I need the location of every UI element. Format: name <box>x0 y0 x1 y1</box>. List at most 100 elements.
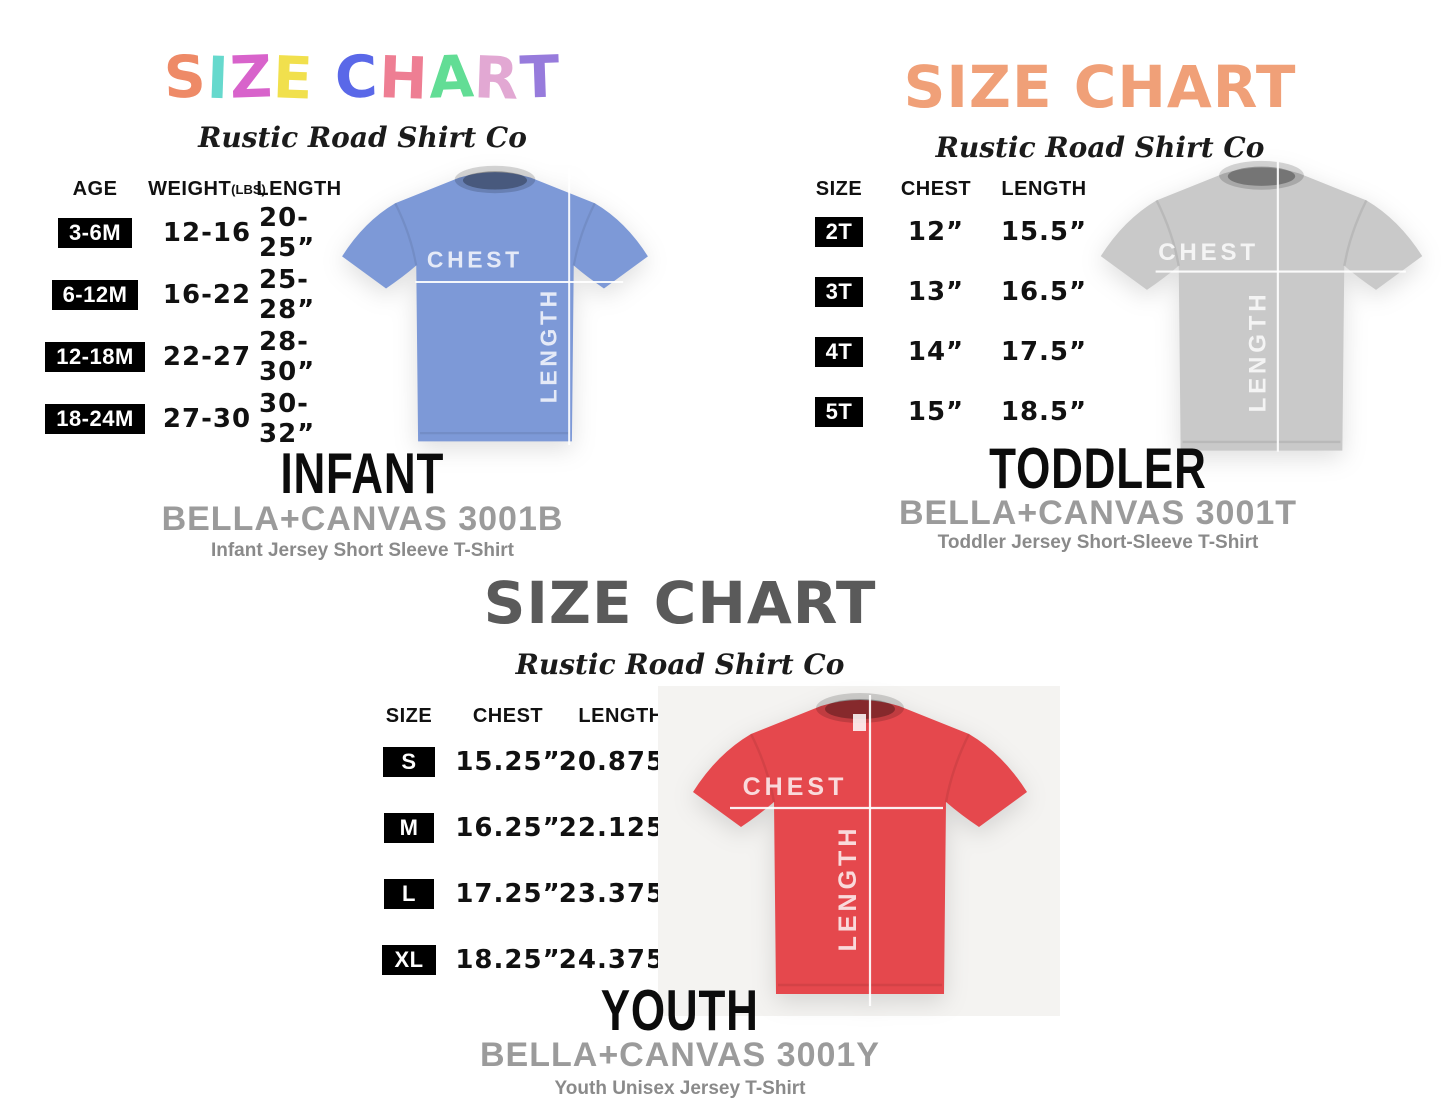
title-letter: H <box>377 43 430 113</box>
column-header-age: AGE <box>72 177 118 200</box>
table-cell: 12-16 <box>162 218 252 248</box>
table-cell: 17.5” <box>1000 337 1088 367</box>
title-letter: R <box>473 43 522 113</box>
title-letter: Z <box>228 42 274 112</box>
tshirt-collar-opening <box>462 171 528 190</box>
size-badge: S <box>383 746 435 778</box>
table-cell: 16-22 <box>162 280 252 310</box>
column-header-length: LENGTH <box>1001 177 1087 200</box>
tshirt-collar-opening <box>1227 166 1296 186</box>
table-cell: 27-30 <box>162 404 252 434</box>
table-cell: 18.5” <box>1000 397 1088 427</box>
title-letter: E <box>271 43 315 113</box>
table-cell: XL <box>360 927 458 993</box>
size-badge: 6-12M <box>51 279 139 311</box>
table-cell: 4T <box>780 322 898 382</box>
table-cell: 18.25” <box>455 945 561 975</box>
youth-description: Youth Unisex Jersey T-Shirt <box>554 1078 806 1099</box>
size-badge: L <box>384 878 434 910</box>
toddler-tshirt-graphic: CHEST LENGTH <box>1100 160 1423 452</box>
size-badge: 2T <box>814 216 864 248</box>
youth-heading-text: YOUTH <box>601 977 759 1043</box>
toddler-model-number: BELLA+CANVAS 3001T <box>898 494 1298 532</box>
youth-tshirt-graphic: CHEST LENGTH <box>693 693 1027 1006</box>
title-letter: S <box>163 42 209 112</box>
infant-size-table: AGE WEIGHT (LBS) LENGTH 3-6M 12-16 20-25”… <box>35 176 342 450</box>
toddler-title-text: SIZE CHART <box>903 53 1297 121</box>
table-cell: 16.5” <box>1000 277 1088 307</box>
title-letter: I <box>205 43 231 113</box>
column-header-size: SIZE <box>385 704 433 727</box>
weight-unit-label: (LBS) <box>231 181 266 197</box>
toddler-heading-text: TODDLER <box>989 435 1207 501</box>
table-cell: 30-32” <box>259 389 316 449</box>
youth-size-chart-title: SIZE CHART <box>430 569 930 637</box>
table-cell: 12-18M <box>35 326 155 388</box>
table-cell: 3-6M <box>35 202 155 264</box>
length-label: LENGTH <box>1244 290 1271 412</box>
table-cell: 6-12M <box>35 264 155 326</box>
table-cell: 12” <box>907 217 965 247</box>
infant-heading-text: INFANT <box>280 440 445 506</box>
table-cell: 13” <box>907 277 965 307</box>
tshirt-collar <box>816 693 904 723</box>
table-cell: 3T <box>780 262 898 322</box>
size-badge: 4T <box>814 336 864 368</box>
youth-title-text: SIZE CHART <box>483 569 877 637</box>
tshirt-collar <box>1219 160 1304 190</box>
chest-label: CHEST <box>427 246 523 272</box>
size-badge: 18-24M <box>45 403 145 435</box>
column-header-length: LENGTH <box>578 704 664 727</box>
table-cell: 2T <box>780 202 898 262</box>
table-cell: L <box>360 861 458 927</box>
infant-tshirt-graphic: CHEST LENGTH <box>342 165 648 446</box>
table-cell: 16.25” <box>455 813 561 843</box>
table-cell: 25-28” <box>259 265 316 325</box>
table-cell: 15.25” <box>455 747 561 777</box>
youth-size-table: SIZE CHEST LENGTH S 15.25” 20.875” M 16.… <box>360 703 684 993</box>
column-header-chest: CHEST <box>472 704 544 727</box>
size-badge: 12-18M <box>45 341 145 373</box>
toddler-size-table: SIZE CHEST LENGTH 2T 12” 15.5” 3T 13” 16… <box>780 176 1114 442</box>
title-word-chart: CHART <box>334 42 562 113</box>
column-header-length: LENGTH <box>256 177 342 200</box>
length-label: LENGTH <box>535 287 561 403</box>
header-weight-text: WEIGHT <box>148 177 232 200</box>
length-label: LENGTH <box>834 825 862 952</box>
tshirt-collar <box>454 165 536 194</box>
youth-brand-subtitle: Rustic Road Shirt Co <box>515 648 845 681</box>
tshirt-seams <box>749 733 971 987</box>
infant-model-number: BELLA+CANVAS 3001B <box>161 500 564 538</box>
size-badge: 3T <box>814 276 864 308</box>
column-header-chest: CHEST <box>900 177 972 200</box>
column-header-size: SIZE <box>815 177 863 200</box>
chest-label: CHEST <box>743 773 848 801</box>
toddler-size-chart-title: SIZE CHART <box>850 53 1350 121</box>
infant-description: Infant Jersey Short Sleeve T-Shirt <box>210 540 515 561</box>
youth-heading: YOUTH <box>430 977 930 1043</box>
toddler-brand-subtitle: Rustic Road Shirt Co <box>935 131 1265 164</box>
youth-model-number: BELLA+CANVAS 3001Y <box>480 1036 880 1074</box>
table-cell: 17.25” <box>455 879 561 909</box>
tshirt-care-label <box>853 714 866 731</box>
tshirt-body <box>1100 167 1423 451</box>
toddler-description: Toddler Jersey Short-Sleeve T-Shirt <box>937 532 1259 553</box>
table-cell: 15” <box>907 397 965 427</box>
tshirt-seams <box>1155 199 1368 444</box>
title-letter: T <box>518 42 562 112</box>
infant-heading: INFANT <box>115 440 610 506</box>
size-badge: XL <box>382 944 436 976</box>
table-cell: 20-25” <box>259 203 316 263</box>
table-cell: 14” <box>907 337 965 367</box>
tshirt-body <box>693 700 1027 994</box>
title-word-size: SIZE <box>163 42 315 113</box>
toddler-heading: TODDLER <box>848 435 1348 501</box>
tshirt-seams <box>394 202 596 435</box>
table-cell: 18-24M <box>35 388 155 450</box>
table-cell: 15.5” <box>1000 217 1088 247</box>
table-cell: M <box>360 795 458 861</box>
size-badge: 5T <box>814 396 864 428</box>
title-letter: A <box>427 42 476 112</box>
title-letter: C <box>334 42 381 112</box>
